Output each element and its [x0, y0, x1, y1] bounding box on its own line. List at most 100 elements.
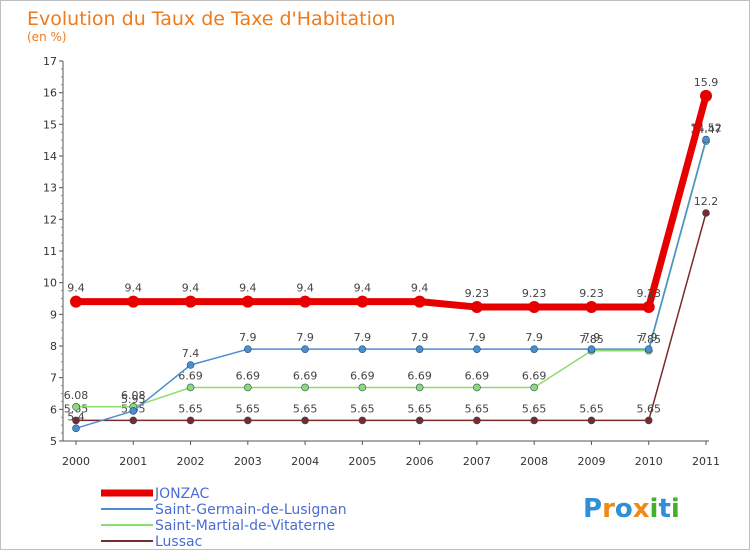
data-label: 7.9	[296, 331, 314, 344]
data-label: 6.69	[465, 369, 490, 382]
data-point	[72, 416, 80, 425]
series-line	[76, 94, 710, 311]
legend-item: Saint-Martial-de-Vitaterne	[101, 518, 335, 534]
data-point	[702, 135, 710, 144]
y-tick-label: 8	[50, 340, 57, 353]
brand-letter: t	[658, 494, 670, 524]
y-tick-label: 5	[50, 435, 57, 448]
brand-letter: i	[671, 494, 680, 524]
data-point	[587, 345, 596, 353]
data-point	[473, 345, 481, 353]
data-point	[642, 301, 655, 314]
data-point	[644, 345, 653, 353]
brand-letter: x	[633, 494, 650, 524]
data-label: 6.69	[407, 369, 432, 382]
data-label: 6.08	[121, 389, 146, 402]
series-line	[76, 140, 707, 408]
y-tick-label: 9	[50, 308, 57, 321]
data-point	[644, 416, 653, 425]
x-tick-label: 2008	[520, 455, 548, 468]
brand-letter: o	[615, 494, 633, 524]
data-point	[244, 416, 252, 425]
data-label: 7.85	[636, 333, 661, 346]
y-tick-label: 7	[50, 372, 57, 385]
data-label: 6.69	[178, 369, 203, 382]
legend: JONZACSaint-Germain-de-LusignanSaint-Mar…	[101, 486, 347, 549]
data-label: 15.9	[694, 76, 719, 89]
data-label: 9.4	[296, 282, 314, 295]
series-3: 5.655.655.655.655.655.655.655.655.655.65…	[64, 195, 719, 425]
data-point	[70, 295, 82, 308]
data-point	[241, 295, 254, 308]
data-label: 6.69	[522, 369, 547, 382]
data-point	[301, 416, 309, 425]
data-point	[184, 295, 197, 308]
data-label: 9.4	[182, 282, 200, 295]
y-tick-label: 6	[50, 403, 57, 416]
data-label: 5.65	[178, 402, 203, 415]
series-2: 6.08 6.08 6.69 6.69 6.69 6.69 6.69 6.69 6.69 7.85…	[64, 123, 722, 411]
data-point	[358, 416, 367, 425]
data-point	[301, 345, 309, 353]
y-tick-label: 17	[43, 55, 57, 68]
data-label: 12.2	[694, 195, 719, 208]
data-point	[473, 383, 481, 392]
axes: 5 6 7 8 9 10 11 12 13 14 15 16 17 2000 2001 2002 2003 200…	[43, 55, 720, 468]
data-point	[186, 416, 195, 425]
x-tick-label: 2003	[234, 455, 262, 468]
series-layer: 5.655.655.655.655.655.655.655.655.655.65…	[64, 76, 722, 433]
x-tick-label: 2011	[692, 455, 720, 468]
x-tick-label: 2000	[62, 455, 90, 468]
data-point	[186, 361, 195, 369]
data-label: 9.23	[579, 287, 604, 300]
x-tick-label: 2007	[463, 455, 491, 468]
data-label: 7.9	[583, 331, 601, 344]
data-point	[470, 301, 483, 314]
x-tick-label: 2004	[291, 455, 319, 468]
data-point	[129, 416, 138, 425]
x-tick-label: 2010	[635, 455, 663, 468]
series-0: 9.4 9.4 9.4 9.4 9.4 9.4 9.4 9.23 9.23 9.23 9.23 15.…	[67, 76, 719, 314]
x-tick-label: 2005	[348, 455, 376, 468]
data-label: 7.9	[468, 331, 486, 344]
data-label: 7.9	[640, 331, 658, 344]
brand-letter: r	[602, 494, 615, 524]
x-tick-label: 2009	[577, 455, 605, 468]
data-point	[530, 383, 538, 392]
x-tick-label: 2002	[177, 455, 205, 468]
data-point	[186, 383, 195, 392]
series-line	[75, 139, 707, 430]
legend-item: JONZAC	[101, 486, 210, 502]
y-tick-label: 11	[43, 245, 57, 258]
data-point	[72, 402, 80, 411]
series-line	[76, 212, 707, 422]
data-point	[585, 301, 598, 314]
legend-label: Saint-Martial-de-Vitaterne	[155, 518, 335, 534]
data-point	[587, 416, 596, 425]
data-label: 9.4	[411, 282, 429, 295]
series-1: 5.45.957.47.9 7.9 7.9 7.9 7.9 7.9 7.9 7.914.52	[67, 122, 722, 433]
y-tick-label: 16	[43, 87, 57, 100]
data-point	[415, 416, 424, 425]
data-label: 7.85	[579, 333, 604, 346]
data-label: 7.9	[239, 331, 257, 344]
data-label: 5.65	[636, 402, 661, 415]
legend-label: Lussac	[155, 534, 202, 549]
data-label: 9.4	[125, 282, 143, 295]
data-label: 6.69	[293, 369, 318, 382]
brand-letter: i	[650, 494, 659, 524]
data-label: 5.65	[407, 402, 432, 415]
chart-title: Evolution du Taux de Taxe d'Habitation	[27, 8, 396, 30]
x-tick-label: 2006	[406, 455, 434, 468]
legend-item: Lussac	[101, 534, 202, 549]
data-point	[244, 383, 252, 392]
brand-letter: P	[583, 494, 602, 524]
data-label: 5.4	[67, 410, 85, 423]
brand-logo: Proxiti	[583, 494, 680, 524]
y-tick-label: 12	[43, 213, 57, 226]
legend-item: Saint-Germain-de-Lusignan	[101, 502, 347, 518]
data-label: 7.9	[525, 331, 543, 344]
data-point	[473, 416, 481, 425]
data-label: 5.65	[465, 402, 490, 415]
